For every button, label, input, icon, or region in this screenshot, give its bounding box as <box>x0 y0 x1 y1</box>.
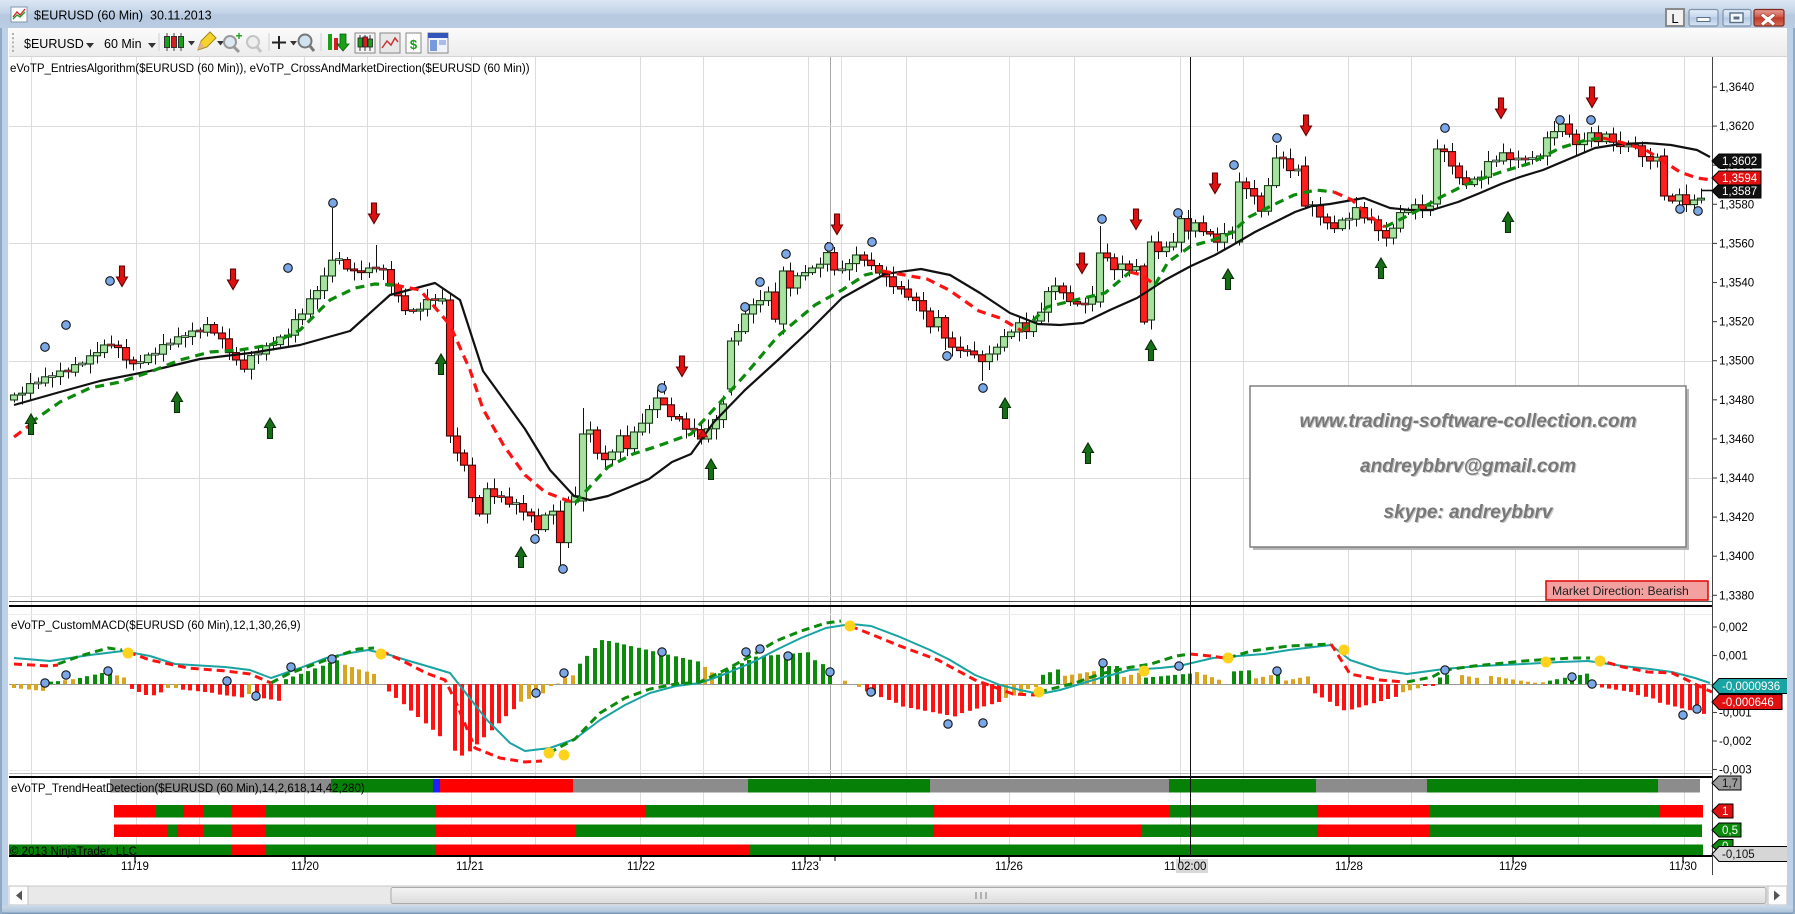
svg-text:1,3640: 1,3640 <box>1719 82 1754 94</box>
svg-text:1,3620: 1,3620 <box>1719 121 1754 133</box>
svg-text:1,3500: 1,3500 <box>1719 356 1754 368</box>
svg-text:eVoTP_CustomMACD($EURUSD (60 M: eVoTP_CustomMACD($EURUSD (60 Min),12,1,3… <box>11 620 301 632</box>
svg-text:11/30: 11/30 <box>1669 861 1697 873</box>
svg-text:www.trading-software-collectio: www.trading-software-collection.com <box>1301 412 1638 433</box>
svg-text:0,002: 0,002 <box>1719 622 1748 634</box>
svg-text:0,001: 0,001 <box>1719 651 1748 663</box>
svg-text:11/19: 11/19 <box>121 861 149 873</box>
svg-text:+: + <box>235 29 242 43</box>
svg-text:1,3520: 1,3520 <box>1719 317 1754 329</box>
svg-text:1,3480: 1,3480 <box>1719 395 1754 407</box>
svg-text:$EURUSD: $EURUSD <box>24 37 84 51</box>
svg-text:02:00: 02:00 <box>1178 861 1207 873</box>
svg-text:Market Direction: Bearish: Market Direction: Bearish <box>1552 584 1689 598</box>
svg-text:skype: andreybbrv: skype: andreybbrv <box>1384 502 1554 523</box>
svg-text:eVoTP_TrendHeatDetection($EURU: eVoTP_TrendHeatDetection($EURUSD (60 Min… <box>11 783 365 795</box>
svg-text:1,3380: 1,3380 <box>1719 590 1754 602</box>
svg-text:11/26: 11/26 <box>995 861 1023 873</box>
svg-text:11/22: 11/22 <box>627 861 655 873</box>
svg-text:-0,000646: -0,000646 <box>1722 697 1774 709</box>
svg-text:11/21: 11/21 <box>456 861 484 873</box>
svg-text:1,3580: 1,3580 <box>1719 199 1754 211</box>
svg-text:-0,002: -0,002 <box>1719 736 1752 748</box>
svg-text:1,3440: 1,3440 <box>1719 473 1754 485</box>
svg-text:1,7: 1,7 <box>1722 778 1738 790</box>
svg-text:1,3420: 1,3420 <box>1719 512 1754 524</box>
svg-text:1,3540: 1,3540 <box>1719 278 1754 290</box>
svg-text:andreybbrv@gmail.com: andreybbrv@gmail.com <box>1361 457 1577 478</box>
svg-text:11/28: 11/28 <box>1335 861 1363 873</box>
svg-text:www.trading-software-collectio: www.trading-software-collection.com <box>1299 411 1636 432</box>
svg-text:11/23: 11/23 <box>791 861 819 873</box>
svg-text:andreybbrv@gmail.com: andreybbrv@gmail.com <box>1360 456 1576 477</box>
svg-text:L: L <box>1671 11 1678 26</box>
svg-text:$: $ <box>410 37 418 52</box>
svg-text:$EURUSD (60 Min) 30.11.2013: $EURUSD (60 Min) 30.11.2013 <box>34 9 212 23</box>
svg-text:-0,003: -0,003 <box>1719 765 1752 777</box>
svg-text:1,3602: 1,3602 <box>1722 156 1757 168</box>
svg-text:11/20: 11/20 <box>291 861 319 873</box>
svg-text:1: 1 <box>1722 806 1728 818</box>
svg-text:11: 11 <box>1164 861 1176 873</box>
svg-text:skype: andreybbrv: skype: andreybbrv <box>1385 503 1555 524</box>
svg-text:11/29: 11/29 <box>1499 861 1527 873</box>
svg-text:60 Min: 60 Min <box>104 37 142 51</box>
svg-text:1,3587: 1,3587 <box>1722 186 1757 198</box>
svg-text:1,3460: 1,3460 <box>1719 434 1754 446</box>
svg-text:© 2013 NinjaTrader, LLC: © 2013 NinjaTrader, LLC <box>10 846 137 858</box>
svg-text:1,3560: 1,3560 <box>1719 238 1754 250</box>
svg-text:-0,0000936: -0,0000936 <box>1722 681 1780 693</box>
svg-text:0,5: 0,5 <box>1722 825 1738 837</box>
svg-text:-0,105: -0,105 <box>1722 849 1755 861</box>
svg-text:1,3594: 1,3594 <box>1722 173 1758 185</box>
svg-text:-0,001: -0,001 <box>1719 708 1752 720</box>
svg-text:1,3400: 1,3400 <box>1719 551 1754 563</box>
svg-text:eVoTP_EntriesAlgorithm($EURUSD: eVoTP_EntriesAlgorithm($EURUSD (60 Min))… <box>10 63 530 75</box>
